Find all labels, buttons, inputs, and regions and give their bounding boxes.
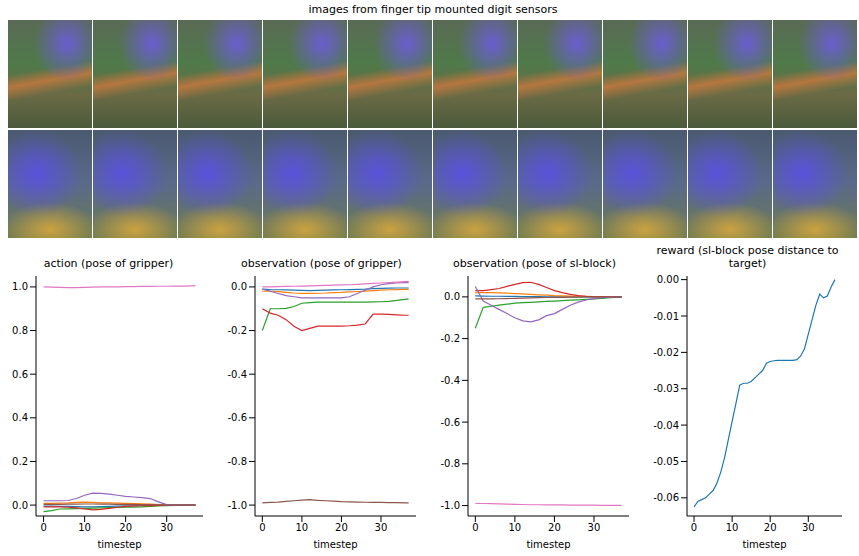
html-text:reward (sl-block pose distance: reward (sl-block pose distance to target… [656, 244, 839, 270]
svg-text:-1.0: -1.0 [227, 500, 247, 511]
svg-text:0: 0 [40, 522, 46, 533]
svg-text:10: 10 [726, 522, 739, 533]
svg-text:1.0: 1.0 [12, 281, 28, 292]
svg-text:30: 30 [802, 522, 815, 533]
svg-text:-0.6: -0.6 [440, 417, 460, 428]
svg-text:-0.05: -0.05 [653, 456, 679, 467]
svg-text:-0.03: -0.03 [653, 383, 679, 394]
svg-text:20: 20 [119, 522, 132, 533]
svg-text:-0.8: -0.8 [227, 456, 247, 467]
svg-text:30: 30 [375, 522, 388, 533]
svg-text:10: 10 [296, 522, 309, 533]
svg-text:timestep: timestep [313, 539, 357, 550]
svg-text:-0.2: -0.2 [227, 325, 247, 336]
html-text:action (pose of gripper): action (pose of gripper) [43, 257, 174, 270]
svg-text:-0.06: -0.06 [653, 492, 679, 503]
svg-text:timestep: timestep [97, 539, 141, 550]
svg-text:0.2: 0.2 [12, 456, 28, 467]
svg-text:-0.2: -0.2 [440, 333, 460, 344]
svg-text:0.6: 0.6 [12, 369, 28, 380]
svg-text:20: 20 [764, 522, 777, 533]
svg-text:-0.04: -0.04 [653, 420, 679, 431]
svg-text:0.00: 0.00 [657, 274, 679, 285]
html-text:observation (pose of sl-block): observation (pose of sl-block) [453, 257, 616, 270]
svg-text:-0.6: -0.6 [227, 412, 247, 423]
svg-text:0: 0 [259, 522, 265, 533]
svg-text:0.8: 0.8 [12, 325, 28, 336]
svg-text:-0.4: -0.4 [440, 375, 460, 386]
svg-text:timestep: timestep [742, 539, 786, 550]
svg-text:0: 0 [691, 522, 697, 533]
svg-text:-0.4: -0.4 [227, 369, 247, 380]
svg-text:30: 30 [160, 522, 173, 533]
svg-text:-1.0: -1.0 [440, 500, 460, 511]
svg-text:0.4: 0.4 [12, 412, 28, 423]
svg-text:0.0: 0.0 [12, 500, 28, 511]
svg-text:30: 30 [588, 522, 601, 533]
svg-text:0: 0 [472, 522, 478, 533]
svg-text:0.0: 0.0 [231, 281, 247, 292]
svg-text:10: 10 [78, 522, 91, 533]
svg-text:20: 20 [335, 522, 348, 533]
svg-text:-0.02: -0.02 [653, 347, 679, 358]
svg-text:-0.8: -0.8 [440, 458, 460, 469]
html-text:images from finger tip mounted: images from finger tip mounted digit sen… [308, 3, 558, 16]
svg-text:timestep: timestep [526, 539, 570, 550]
svg-text:20: 20 [548, 522, 561, 533]
html-text:observation (pose of gripper): observation (pose of gripper) [241, 257, 402, 270]
svg-text:-0.01: -0.01 [653, 311, 679, 322]
svg-text:0.0: 0.0 [444, 291, 460, 302]
svg-text:10: 10 [509, 522, 522, 533]
